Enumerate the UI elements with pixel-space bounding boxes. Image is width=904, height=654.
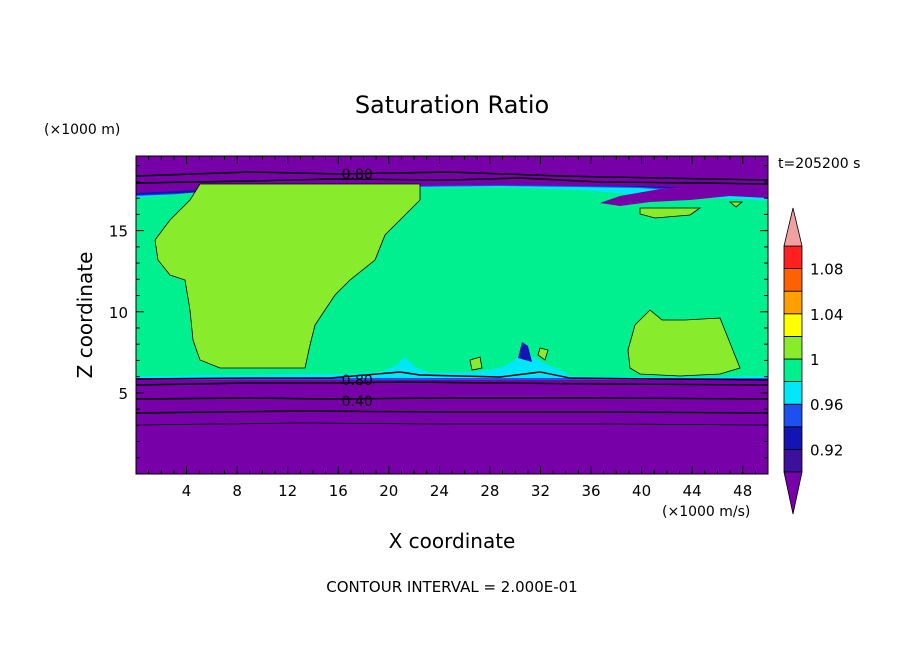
x-tick-label: 32 — [531, 482, 550, 500]
colorbar-segment — [783, 335, 803, 360]
x-axis: 4 8 12 16 20 24 28 32 36 40 44 48 — [148, 156, 756, 500]
supersaturated-region-right — [627, 309, 741, 377]
contour-interval-footer: CONTOUR INTERVAL = 2.000E-01 — [326, 578, 577, 596]
contour-label: 0.80 — [342, 373, 373, 389]
colorbar-tick-label: 0.92 — [810, 441, 843, 459]
colorbar: 0.92 0.96 1 1.04 1.08 — [783, 207, 843, 515]
colorbar-segment — [783, 448, 803, 473]
colorbar-tick-label: 1 — [810, 351, 820, 369]
colorbar-under-arrow — [783, 471, 803, 515]
x-axis-label: X coordinate — [389, 529, 516, 553]
deep-blue-peak — [518, 342, 532, 362]
colorbar-segment — [783, 245, 803, 270]
x-tick-label: 44 — [683, 482, 702, 500]
y-tick-label: 10 — [109, 304, 128, 322]
x-tick-label: 16 — [329, 482, 348, 500]
supersaturated-patch-mid — [469, 356, 483, 371]
x-tick-label: 8 — [232, 482, 242, 500]
contour-lines — [136, 171, 768, 426]
colorbar-segment — [783, 268, 803, 292]
y-unit-label: (×1000 m) — [44, 122, 120, 138]
colorbar-segment — [783, 358, 803, 383]
y-tick-label: 5 — [118, 385, 128, 403]
time-label: t=205200 s — [778, 156, 860, 172]
x-tick-label: 48 — [733, 482, 752, 500]
x-tick-label: 36 — [581, 482, 600, 500]
colorbar-tick-label: 1.04 — [810, 306, 843, 324]
x-unit-label: (×1000 m/s) — [662, 504, 750, 520]
contour-label-group: 0.80 0.80 0.40 — [342, 167, 373, 410]
colorbar-tick-label: 0.96 — [810, 396, 843, 414]
chart-title: Saturation Ratio — [355, 91, 549, 119]
x-tick-label: 12 — [278, 482, 297, 500]
colorbar-segment — [783, 313, 803, 337]
dry-intrusion-upper-right — [600, 186, 768, 206]
x-tick-label: 24 — [430, 482, 449, 500]
y-axis: 5 10 15 — [109, 165, 768, 459]
supersaturated-patch-peak — [537, 347, 549, 361]
supersaturated-patch-top-right — [639, 207, 702, 219]
x-tick-label: 40 — [632, 482, 651, 500]
colorbar-tick-label: 1.08 — [810, 261, 843, 279]
supersaturated-region-left — [154, 183, 421, 369]
colorbar-segment — [783, 426, 803, 450]
colorbar-segment — [783, 290, 803, 315]
colorbar-segment — [783, 381, 803, 405]
colorbar-segment — [783, 403, 803, 428]
y-axis-label: Z coordinate — [73, 252, 97, 379]
supersaturated-patch-far-right — [728, 201, 744, 208]
colorbar-over-arrow — [783, 207, 803, 247]
contour-label: 0.80 — [342, 167, 373, 183]
x-tick-label: 20 — [379, 482, 398, 500]
contour-label: 0.40 — [342, 394, 373, 410]
y-tick-label: 15 — [109, 223, 128, 241]
contour-field — [136, 156, 768, 474]
x-tick-label: 28 — [480, 482, 499, 500]
x-tick-label: 4 — [182, 482, 192, 500]
